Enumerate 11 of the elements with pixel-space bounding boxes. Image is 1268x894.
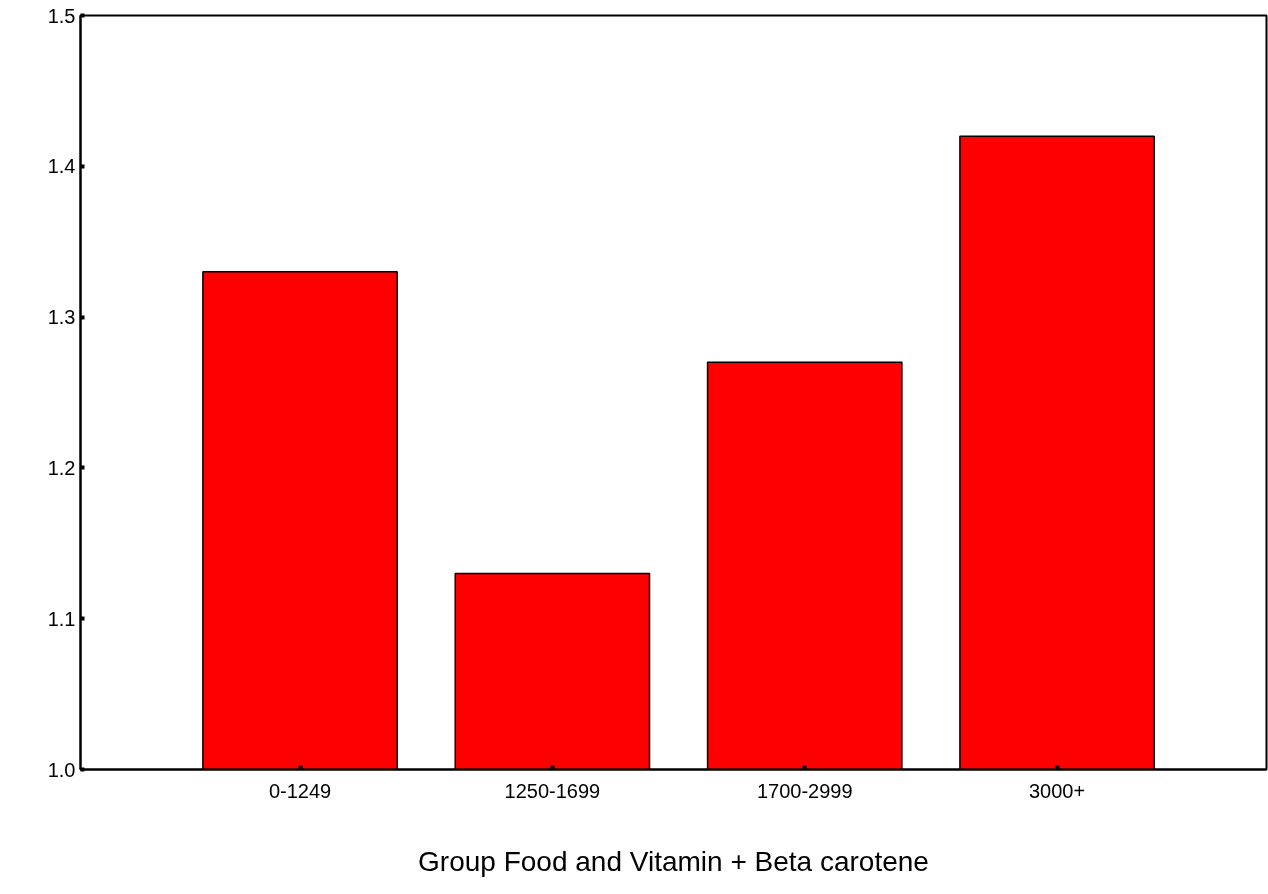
y-tick-label: 1.2 [47, 456, 76, 479]
y-tick-label: 1.5 [47, 4, 76, 27]
x-tick-label: 3000+ [1028, 779, 1086, 802]
x-tick-label: 0-1249 [268, 779, 332, 802]
x-axis-title: Group Food and Vitamin + Beta carotene [418, 845, 929, 877]
y-tick-label: 1.0 [47, 758, 76, 781]
y-tick-label: 1.4 [47, 155, 76, 178]
y-tick-label: 1.3 [47, 306, 76, 329]
x-tick-label: 1250-1699 [504, 779, 601, 802]
y-tick-label: 1.1 [47, 607, 76, 630]
x-tick-label: 1700-2999 [756, 779, 853, 802]
